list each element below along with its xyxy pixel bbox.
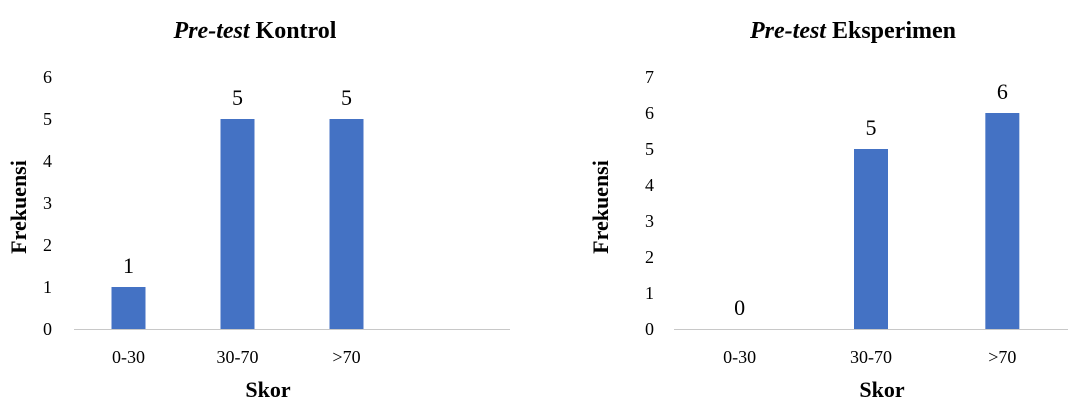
bar->70 [985,113,1020,329]
y-tick-label: 5 [43,109,52,129]
y-tick-label: 6 [645,103,654,123]
chart-svg-eksperimen: Pre-test Eksperimen Skor Frekuensi 0 1 2 3 4… [588,18,1068,402]
data-label: 5 [866,115,877,140]
y-tick-label: 4 [43,151,52,171]
y-tick-label: 3 [43,193,52,213]
data-label: 5 [341,85,352,110]
chart-title: Pre-test Kontrol [173,18,337,44]
data-label: 1 [123,253,134,278]
x-tick-label: 30-70 [850,347,892,367]
chart-title-italic: Pre-test [173,18,251,44]
y-tick-label: 0 [43,319,52,339]
x-tick-label: 30-70 [217,347,259,367]
plot-area: 0 1 2 3 4 5 6 7 0 0-30 5 30-70 6 >70 [645,67,1068,367]
x-tick-label: 0-30 [723,347,756,367]
chart-title: Pre-test Eksperimen [749,18,956,44]
y-tick-label: 5 [645,139,654,159]
y-tick-label: 2 [43,235,52,255]
chart-title-rest: Kontrol [256,18,337,44]
chart-svg-kontrol: Pre-test Kontrol Skor Frekuensi 0 1 2 3 4 5 6 1… [6,18,510,402]
y-tick-label: 4 [645,175,654,195]
x-tick-label: 0-30 [112,347,145,367]
y-tick-label: 1 [43,277,52,297]
y-tick-label: 3 [645,211,654,231]
y-tick-label: 1 [645,283,654,303]
x-tick-label: >70 [332,347,360,367]
data-label: 0 [734,295,745,320]
y-tick-label: 0 [645,319,654,339]
y-tick-label: 6 [43,67,52,87]
y-axis-label: Frekuensi [588,160,613,254]
data-label: 6 [997,79,1008,104]
data-label: 5 [232,85,243,110]
y-tick-label: 2 [645,247,654,267]
bar-30-70 [854,149,888,329]
bar-0-30 [111,287,146,329]
chart-title-italic: Pre-test [749,18,827,44]
chart-title-rest: Eksperimen [832,18,956,44]
chart-pretest-eksperimen: Pre-test Eksperimen Skor Frekuensi 0 1 2 3 4… [580,0,1083,405]
x-axis-label: Skor [859,377,904,402]
y-tick-label: 7 [645,67,654,87]
y-axis-label: Frekuensi [6,160,31,254]
chart-pretest-kontrol: Pre-test Kontrol Skor Frekuensi 0 1 2 3 4 5 6 1… [0,0,530,405]
bar->70 [329,119,364,329]
x-tick-label: >70 [988,347,1016,367]
plot-area: 0 1 2 3 4 5 6 1 0-30 5 30-70 5 >70 [43,67,510,367]
bar-30-70 [220,119,255,329]
x-axis-label: Skor [245,377,290,402]
